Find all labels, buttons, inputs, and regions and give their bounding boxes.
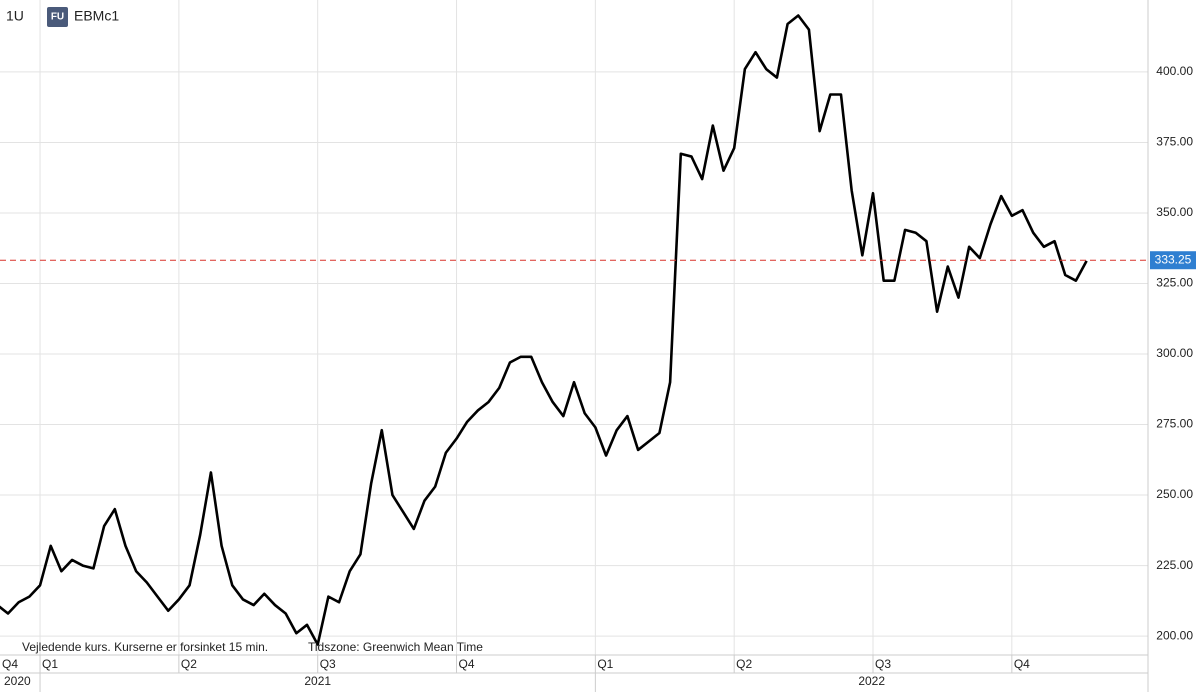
plot xyxy=(0,14,1088,646)
y-tick-label: 275.00 xyxy=(1156,417,1193,431)
price-line xyxy=(0,14,1088,646)
y-tick-label: 200.00 xyxy=(1156,628,1193,642)
badge: FU xyxy=(51,12,64,23)
x-tick-label: Q3 xyxy=(320,657,336,671)
last-price-label: 333.25 xyxy=(1155,252,1192,266)
y-tick-label: 250.00 xyxy=(1156,487,1193,501)
year-label: 2020 xyxy=(4,674,31,688)
year-label: 2021 xyxy=(304,674,331,688)
last-price-box xyxy=(1150,251,1196,270)
series-name: EBMc1 xyxy=(74,8,119,24)
y-tick-label: 300.00 xyxy=(1156,346,1193,360)
x-tick-label: Q2 xyxy=(181,657,197,671)
badge-box xyxy=(47,7,68,27)
grid xyxy=(0,0,1148,655)
footnote: Vejledende kurs. Kurserne er forsinket 1… xyxy=(22,640,268,654)
y-tick-label: 350.00 xyxy=(1156,205,1193,219)
x-tick-label: Q1 xyxy=(597,657,613,671)
y-tick-label: 400.00 xyxy=(1156,64,1193,78)
x-tick-label: Q3 xyxy=(875,657,891,671)
interval: 1U xyxy=(6,8,24,24)
y-tick-label: 375.00 xyxy=(1156,135,1193,149)
year-label: 2022 xyxy=(858,674,885,688)
x-tick-label: Q4 xyxy=(459,657,475,671)
y-tick-label: 325.00 xyxy=(1156,276,1193,290)
x-tick-label: Q4 xyxy=(2,657,18,671)
timezone: Tidszone: Greenwich Mean Time xyxy=(308,640,483,654)
x-tick-label: Q1 xyxy=(42,657,58,671)
x-tick-label: Q2 xyxy=(736,657,752,671)
x-tick-label: Q4 xyxy=(1014,657,1030,671)
y-tick-label: 225.00 xyxy=(1156,558,1193,572)
